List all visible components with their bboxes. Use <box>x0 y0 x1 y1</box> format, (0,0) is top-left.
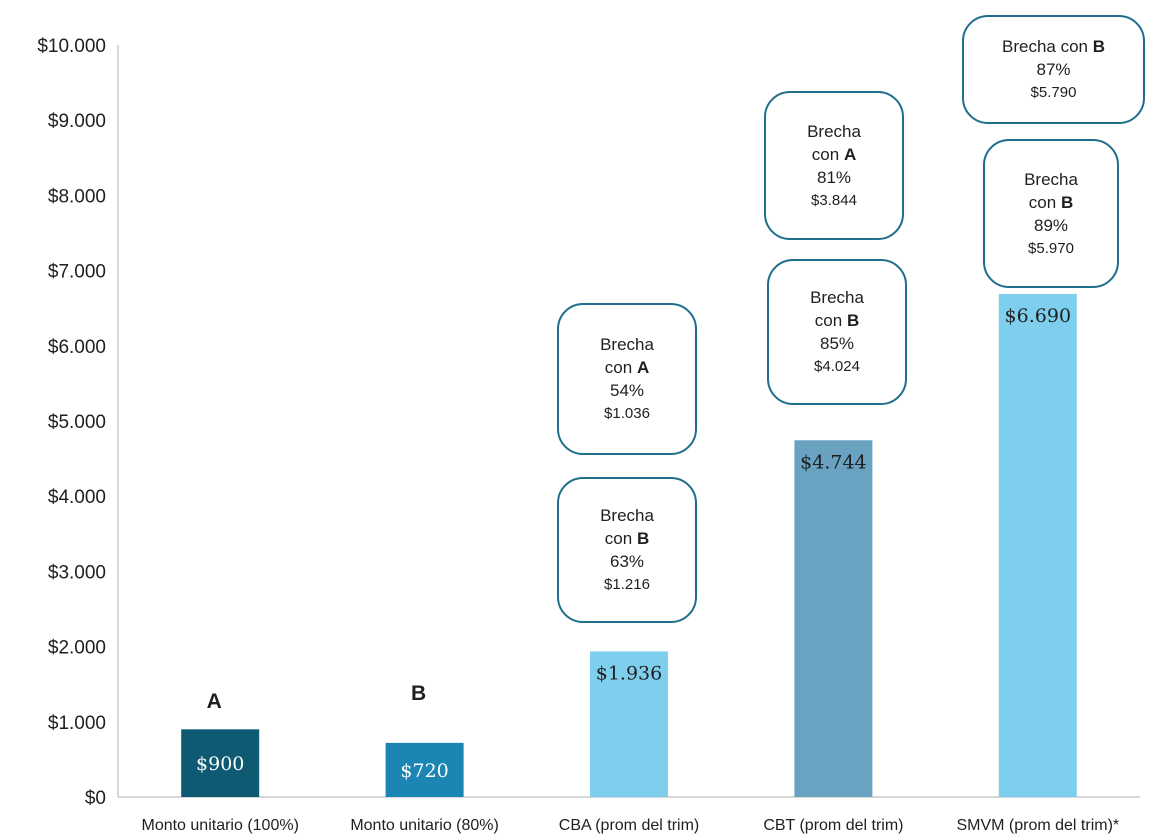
y-tick-label: $4.000 <box>48 487 106 508</box>
bar-value-label: $900 <box>196 753 244 775</box>
callout-percent: 85% <box>819 334 855 353</box>
gap-callout: Brecha con A 81% $3.844 <box>764 91 904 240</box>
callout-ref: con B <box>604 529 650 548</box>
bar-1 <box>181 729 260 797</box>
y-tick-label: $7.000 <box>48 262 106 283</box>
bar-value-label: $720 <box>400 760 448 782</box>
gap-callout: Brecha con B 85% $4.024 <box>767 259 907 405</box>
bar-2 <box>385 742 464 797</box>
x-tick-label: Monto unitario (80%) <box>350 817 499 834</box>
callout-percent: 87% <box>1036 60 1071 79</box>
callout-gap-amount: $1.036 <box>604 405 650 422</box>
gap-callout: Brecha con A 54% $1.036 <box>557 303 697 455</box>
callout-ref: con B <box>1028 192 1074 212</box>
callout-heading: Brecha con B <box>1001 37 1105 56</box>
x-tick-label: Monto unitario (100%) <box>141 817 298 834</box>
callout-percent: 63% <box>609 552 645 571</box>
y-tick-label: $5.000 <box>48 412 106 433</box>
callout-gap-amount: $1.216 <box>604 576 650 593</box>
y-tick-label: $0 <box>85 788 106 809</box>
callout-gap-amount: $5.970 <box>1028 239 1074 257</box>
gap-callout: Brecha con B 63% $1.216 <box>557 477 697 623</box>
y-tick-label: $6.000 <box>48 337 106 358</box>
gap-callout: Brecha con B 89% $5.970 <box>983 139 1119 288</box>
y-tick-label: $9.000 <box>48 111 106 132</box>
series-letter-b: B <box>411 682 426 705</box>
callout-ref: con B <box>814 311 860 330</box>
series-letter-a: A <box>207 690 222 713</box>
callout-heading: Brecha <box>600 335 654 354</box>
callout-ref: con A <box>811 144 857 164</box>
callout-gap-amount: $5.790 <box>1030 84 1077 101</box>
bar-value-label: $4.744 <box>800 451 866 473</box>
bar-5 <box>998 293 1077 797</box>
y-tick-label: $10.000 <box>37 36 106 57</box>
bar-value-label: $6.690 <box>1005 305 1071 327</box>
y-tick-label: $2.000 <box>48 638 106 659</box>
callout-percent: 89% <box>1033 215 1069 235</box>
callout-heading: Brecha <box>600 506 654 525</box>
bar-4 <box>794 440 873 797</box>
y-tick-label: $3.000 <box>48 562 106 583</box>
callout-gap-amount: $4.024 <box>814 358 860 375</box>
callout-percent: 54% <box>609 381 645 400</box>
x-tick-label: CBT (prom del trim) <box>763 817 903 834</box>
gap-callout: Brecha con B 87% $5.790 <box>962 15 1145 124</box>
callout-heading: Brecha <box>810 288 864 307</box>
bar-3 <box>590 651 668 797</box>
callout-percent: 81% <box>816 167 852 187</box>
x-tick-label: SMVM (prom del trim)* <box>956 817 1119 834</box>
y-tick-label: $8.000 <box>48 186 106 207</box>
callout-heading: Brecha <box>807 121 861 141</box>
y-tick-label: $1.000 <box>48 713 106 734</box>
x-tick-label: CBA (prom del trim) <box>559 817 699 834</box>
callout-ref: con A <box>604 358 650 377</box>
callout-gap-amount: $3.844 <box>811 191 857 209</box>
callout-heading: Brecha <box>1024 169 1078 189</box>
bar-value-label: $1.936 <box>596 662 662 684</box>
